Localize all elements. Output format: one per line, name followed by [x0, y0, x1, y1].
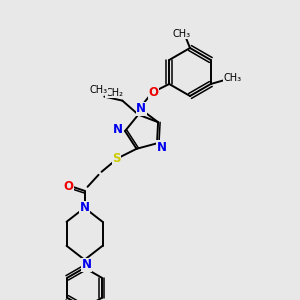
Text: S: S [112, 152, 121, 165]
Text: N: N [157, 141, 167, 154]
Text: N: N [80, 201, 89, 214]
Text: N: N [82, 258, 92, 271]
Text: N: N [113, 123, 123, 136]
Text: CH₃: CH₃ [224, 73, 242, 83]
Text: O: O [64, 180, 74, 193]
Text: O: O [148, 85, 158, 98]
Text: CH₃: CH₃ [89, 85, 107, 94]
Text: N: N [136, 102, 146, 115]
Text: CH₂: CH₂ [105, 88, 123, 98]
Text: CH₃: CH₃ [173, 29, 191, 39]
